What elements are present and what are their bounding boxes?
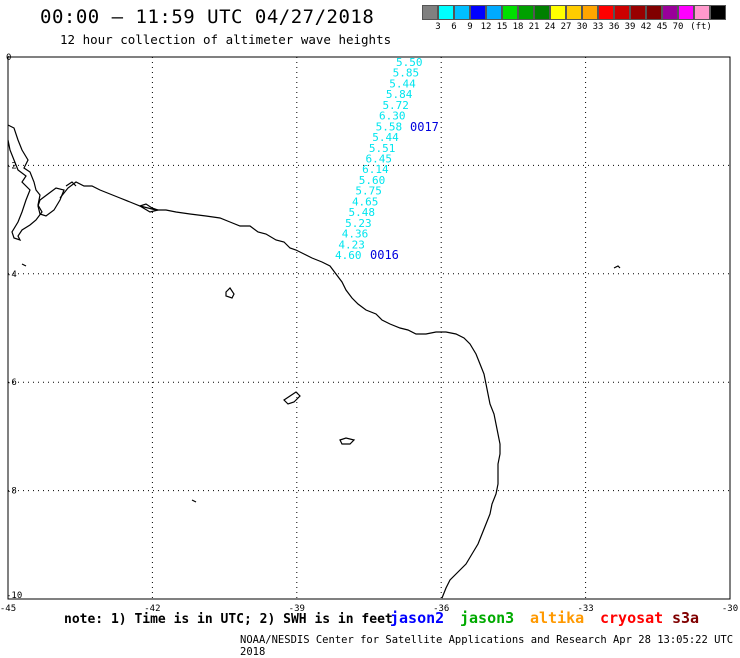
legend-unit: (ft)	[690, 22, 712, 32]
legend-label: 21	[528, 22, 540, 32]
note-text: note: 1) Time is in UTC; 2) SWH is in fe…	[64, 612, 393, 627]
swh-value: 5.72	[382, 99, 409, 112]
legend-swatch	[598, 5, 614, 20]
legend-swatch	[694, 5, 710, 20]
legend-swatch	[710, 5, 726, 20]
legend-label: 42	[640, 22, 652, 32]
legend-swatch	[662, 5, 678, 20]
swh-value: 4.23	[338, 238, 365, 251]
swh-value: 5.50	[396, 56, 423, 69]
legend-swatch	[582, 5, 598, 20]
legend-label: 33	[592, 22, 604, 32]
pass-label-0017: 0017	[410, 120, 439, 134]
map-frame	[7, 56, 731, 600]
x-tick-label: -42	[144, 604, 160, 614]
satellite-jason3: jason3	[460, 609, 515, 627]
footer-credit: NOAA/NESDIS Center for Satellite Applica…	[240, 634, 734, 658]
swh-value: 6.45	[366, 153, 393, 166]
swh-value: 6.30	[379, 110, 406, 123]
swh-value: 5.23	[345, 217, 372, 230]
swh-value: 5.84	[386, 88, 413, 101]
legend-swatch	[646, 5, 662, 20]
x-tick-label: -30	[722, 604, 738, 614]
legend-swatch	[534, 5, 550, 20]
satellite-cryosat: cryosat	[600, 609, 664, 627]
swh-value: 5.44	[389, 77, 416, 90]
satellite-jason2: jason2	[390, 609, 445, 627]
y-tick-label: -6	[6, 378, 17, 388]
legend-label: 45	[656, 22, 668, 32]
swh-track: 5.505.855.445.845.726.305.585.445.516.45…	[335, 56, 423, 262]
legend-label: 12	[480, 22, 492, 32]
swh-value: 6.14	[362, 163, 389, 176]
legend-label: 39	[624, 22, 636, 32]
x-tick-label: -33	[577, 604, 593, 614]
x-tick-label: -45	[0, 604, 16, 614]
swh-value: 5.51	[369, 142, 396, 155]
grid-lines	[8, 57, 730, 599]
y-tick-label: -4	[6, 270, 17, 280]
swh-value: 5.44	[372, 131, 399, 144]
y-tick-label: -10	[6, 591, 22, 601]
y-tick-label: -2	[6, 161, 17, 171]
legend-label: 30	[576, 22, 588, 32]
swh-value: 5.85	[393, 67, 420, 80]
legend-swatch	[486, 5, 502, 20]
x-tick-label: -36	[433, 604, 449, 614]
axis-tick-labels: -45 -42 -39 -36 -33 -30 0 -2 -4 -6 -8 -10	[0, 53, 738, 614]
legend-label: 70	[672, 22, 684, 32]
legend-label: 36	[608, 22, 620, 32]
legend-swatch	[630, 5, 646, 20]
swh-value: 4.36	[342, 228, 369, 241]
map-subtitle: 12 hour collection of altimeter wave hei…	[60, 32, 392, 47]
legend-label: 18	[512, 22, 524, 32]
legend-swatch	[502, 5, 518, 20]
legend-label: 6	[451, 22, 457, 32]
pass-label-0016: 0016	[370, 248, 399, 262]
legend-swatch	[438, 5, 454, 20]
y-tick-label: 0	[6, 53, 11, 63]
swh-value: 5.75	[355, 185, 382, 198]
legend-swatch	[550, 5, 566, 20]
y-tick-label: -8	[6, 487, 17, 497]
legend-swatch	[470, 5, 486, 20]
legend-swatch	[422, 5, 438, 20]
map-title: 00:00 – 11:59 UTC 04/27/2018	[40, 6, 375, 28]
legend-label: 3	[435, 22, 441, 32]
satellite-altika: altika	[530, 609, 585, 627]
satellite-s3a: s3a	[672, 609, 700, 627]
legend-swatch	[454, 5, 470, 20]
swh-value: 5.60	[359, 174, 386, 187]
legend-swatch	[678, 5, 694, 20]
swh-value: 5.48	[349, 206, 376, 219]
swh-value: 4.60	[335, 249, 362, 262]
legend-label: 24	[544, 22, 556, 32]
x-tick-label: -39	[289, 604, 305, 614]
legend-label: 9	[467, 22, 473, 32]
legend-swatch	[614, 5, 630, 20]
legend-swatch	[566, 5, 582, 20]
coastline	[7, 124, 621, 599]
swh-value: 5.58	[376, 120, 403, 133]
legend-swatch	[518, 5, 534, 20]
swh-value: 4.65	[352, 195, 379, 208]
legend-label: 15	[496, 22, 508, 32]
legend-label: 27	[560, 22, 572, 32]
